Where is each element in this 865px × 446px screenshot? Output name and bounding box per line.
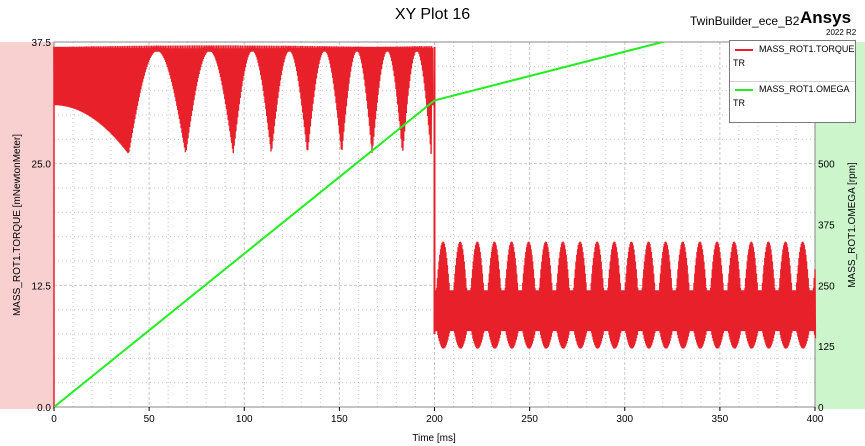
- brand-logo: Ansys: [800, 8, 852, 27]
- version-label: 2022 R2: [826, 28, 857, 37]
- left-y-axis-label: MASS_ROT1.TORQUE [mNewtonMeter]: [12, 134, 23, 316]
- right-y-tick-label: 125: [818, 342, 835, 353]
- legend-divider: [730, 81, 855, 82]
- right-y-tick-label: 0: [818, 403, 824, 414]
- legend[interactable]: MASS_ROT1.TORQUE TR MASS_ROT1.OMEGA TR: [729, 40, 856, 123]
- legend-label-omega: MASS_ROT1.OMEGA: [759, 84, 850, 94]
- torque-trace-phase1: [53, 45, 434, 154]
- left-y-tick-label: 37.5: [32, 38, 52, 49]
- right-y-tick-label: 500: [818, 160, 835, 171]
- x-tick-label: 150: [331, 414, 348, 425]
- right-y-axis-label: MASS_ROT1.OMEGA [rpm]: [847, 162, 858, 288]
- legend-entry-omega[interactable]: MASS_ROT1.OMEGA TR: [730, 81, 855, 121]
- plot-title: XY Plot 16: [394, 6, 471, 23]
- omega-trace: [54, 42, 667, 407]
- legend-label-torque: MASS_ROT1.TORQUE: [759, 44, 855, 54]
- x-axis-label: Time [ms]: [412, 433, 456, 444]
- x-tick-label: 250: [521, 414, 538, 425]
- legend-sub-torque: TR: [733, 58, 745, 68]
- x-axis: 0 50 100 150 200 250 300 350 400: [51, 407, 824, 425]
- project-name: TwinBuilder_ece_B2: [690, 14, 800, 28]
- torque-series: [53, 45, 817, 407]
- x-tick-label: 100: [236, 414, 253, 425]
- x-tick-label: 300: [616, 414, 633, 425]
- left-y-axis: 0.0 12.5 25.0 37.5: [32, 38, 52, 414]
- left-y-tick-label: 0.0: [37, 403, 51, 414]
- legend-sub-omega: TR: [733, 98, 745, 108]
- omega-series: [54, 42, 667, 407]
- left-y-tick-label: 25.0: [32, 160, 52, 171]
- torque-trace-phase2: [433, 241, 817, 349]
- x-tick-label: 400: [807, 414, 824, 425]
- right-y-tick-label: 250: [818, 281, 835, 292]
- legend-swatch-omega: [735, 89, 753, 91]
- x-tick-label: 200: [426, 414, 443, 425]
- x-tick-label: 350: [712, 414, 729, 425]
- legend-entry-torque[interactable]: MASS_ROT1.TORQUE TR: [730, 41, 855, 81]
- left-axis-band: [0, 42, 54, 409]
- right-y-tick-label: 375: [818, 221, 835, 232]
- legend-swatch-torque: [735, 49, 753, 51]
- x-tick-label: 50: [144, 414, 156, 425]
- left-y-tick-label: 12.5: [32, 281, 52, 292]
- x-tick-label: 0: [51, 414, 57, 425]
